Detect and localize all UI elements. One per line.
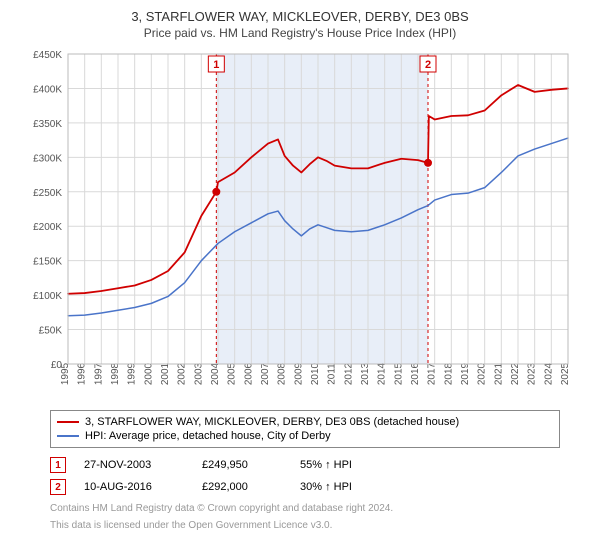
svg-text:1: 1 xyxy=(213,59,219,71)
svg-text:2009: 2009 xyxy=(293,363,304,386)
svg-text:2020: 2020 xyxy=(477,363,488,386)
sale-hpi: 55% ↑ HPI xyxy=(300,459,390,471)
svg-text:1998: 1998 xyxy=(110,363,121,386)
sale-hpi: 30% ↑ HPI xyxy=(300,481,390,493)
chart-subtitle: Price paid vs. HM Land Registry's House … xyxy=(0,26,600,40)
svg-text:2013: 2013 xyxy=(360,363,371,386)
svg-text:2024: 2024 xyxy=(543,363,554,386)
svg-text:2021: 2021 xyxy=(493,363,504,386)
sale-date: 27-NOV-2003 xyxy=(84,459,184,471)
chart-title: 3, STARFLOWER WAY, MICKLEOVER, DERBY, DE… xyxy=(0,0,600,26)
svg-text:£300K: £300K xyxy=(33,154,62,165)
legend-box: 3, STARFLOWER WAY, MICKLEOVER, DERBY, DE… xyxy=(50,410,560,448)
svg-text:£350K: £350K xyxy=(33,119,62,130)
svg-text:2014: 2014 xyxy=(377,363,388,386)
legend-swatch xyxy=(57,435,79,437)
svg-text:2011: 2011 xyxy=(327,363,338,385)
svg-text:£100K: £100K xyxy=(33,291,62,302)
svg-text:2003: 2003 xyxy=(193,363,204,386)
legend-row: 3, STARFLOWER WAY, MICKLEOVER, DERBY, DE… xyxy=(57,415,553,429)
sale-events: 1 27-NOV-2003 £249,950 55% ↑ HPI 2 10-AUG-201… xyxy=(50,454,560,498)
sale-row: 1 27-NOV-2003 £249,950 55% ↑ HPI xyxy=(50,454,560,476)
svg-text:2002: 2002 xyxy=(177,363,188,386)
svg-text:1995: 1995 xyxy=(60,363,71,386)
svg-text:2007: 2007 xyxy=(260,363,271,386)
svg-text:2022: 2022 xyxy=(510,363,521,386)
legend-label: 3, STARFLOWER WAY, MICKLEOVER, DERBY, DE… xyxy=(85,416,459,428)
sale-row: 2 10-AUG-2016 £292,000 30% ↑ HPI xyxy=(50,476,560,498)
svg-text:£250K: £250K xyxy=(33,188,62,199)
svg-text:1999: 1999 xyxy=(127,363,138,386)
sale-marker-badge: 1 xyxy=(50,457,66,473)
svg-text:1997: 1997 xyxy=(93,363,104,386)
chart-area: £0£50K£100K£150K£200K£250K£300K£350K£400… xyxy=(20,44,580,404)
sale-price: £249,950 xyxy=(202,459,282,471)
svg-text:2012: 2012 xyxy=(343,363,354,386)
legend-label: HPI: Average price, detached house, City… xyxy=(85,430,331,442)
legend-row: HPI: Average price, detached house, City… xyxy=(57,429,553,443)
legend-swatch xyxy=(57,421,79,423)
footnote-line-2: This data is licensed under the Open Gov… xyxy=(50,519,560,532)
svg-text:2017: 2017 xyxy=(427,363,438,386)
svg-text:£400K: £400K xyxy=(33,85,62,96)
svg-text:2006: 2006 xyxy=(243,363,254,386)
svg-text:1996: 1996 xyxy=(77,363,88,386)
chart-container: 3, STARFLOWER WAY, MICKLEOVER, DERBY, DE… xyxy=(0,0,600,560)
svg-text:£200K: £200K xyxy=(33,222,62,233)
svg-text:2004: 2004 xyxy=(210,363,221,386)
svg-text:2010: 2010 xyxy=(310,363,321,386)
svg-text:£450K: £450K xyxy=(33,50,62,61)
svg-text:2023: 2023 xyxy=(527,363,538,386)
svg-text:2018: 2018 xyxy=(443,363,454,386)
svg-text:2019: 2019 xyxy=(460,363,471,386)
svg-text:2016: 2016 xyxy=(410,363,421,386)
svg-text:2008: 2008 xyxy=(277,363,288,386)
footnote-line-1: Contains HM Land Registry data © Crown c… xyxy=(50,502,560,515)
svg-text:2015: 2015 xyxy=(393,363,404,386)
svg-text:2025: 2025 xyxy=(560,363,571,386)
sale-marker-badge: 2 xyxy=(50,479,66,495)
sale-date: 10-AUG-2016 xyxy=(84,481,184,493)
line-chart-svg: £0£50K£100K£150K£200K£250K£300K£350K£400… xyxy=(20,44,580,404)
svg-text:£50K: £50K xyxy=(39,326,63,337)
svg-text:2005: 2005 xyxy=(227,363,238,386)
svg-text:£150K: £150K xyxy=(33,257,62,268)
svg-text:2000: 2000 xyxy=(143,363,154,386)
svg-text:2: 2 xyxy=(425,59,431,71)
svg-text:2001: 2001 xyxy=(160,363,171,386)
sale-price: £292,000 xyxy=(202,481,282,493)
